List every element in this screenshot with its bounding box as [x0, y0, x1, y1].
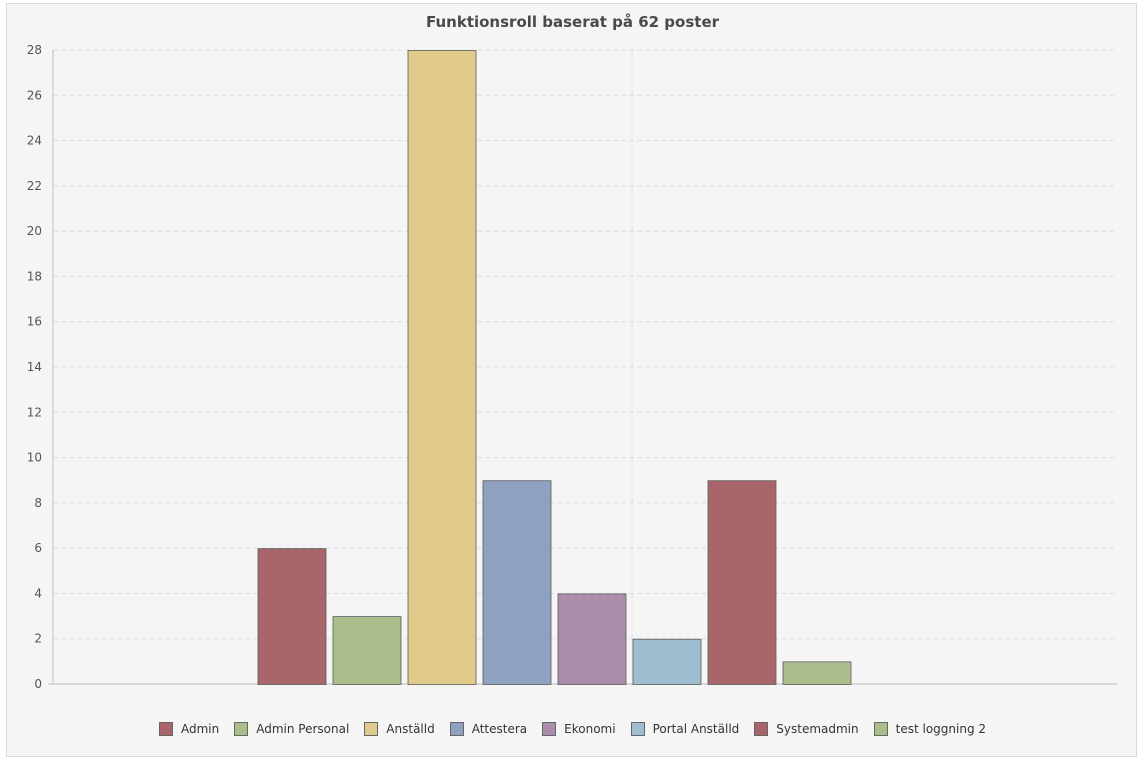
bar-systemadmin[interactable]: Systemadmin: 9 — [707, 480, 777, 685]
y-tick-label: 4 — [34, 586, 42, 600]
legend-swatch — [873, 722, 888, 736]
legend-item-attestera[interactable]: Attestera — [449, 722, 528, 736]
legend-swatch — [364, 722, 379, 736]
bar-attestera[interactable]: Attestera: 9 — [482, 480, 552, 685]
y-tick-label: 0 — [34, 677, 42, 691]
y-tick-label: 26 — [27, 88, 42, 102]
legend-label: Attestera — [471, 722, 528, 736]
legend-item-admin[interactable]: Admin — [158, 722, 220, 736]
legend-item-systemadmin[interactable]: Systemadmin — [754, 722, 859, 736]
legend-item-admin-personal[interactable]: Admin Personal — [234, 722, 349, 736]
bar-portal-anst-lld[interactable]: Portal Anställd: 2 — [632, 638, 702, 685]
legend-item-test-loggning-2[interactable]: test loggning 2 — [873, 722, 987, 736]
legend-label: Portal Anställd — [652, 722, 740, 736]
legend-swatch — [234, 722, 249, 736]
legend-label: test loggning 2 — [895, 722, 987, 736]
legend-label: Admin — [180, 722, 220, 736]
chart-legend: Admin Admin Personal Anställd Attestera Ekon… — [7, 722, 1138, 736]
legend-swatch — [542, 722, 557, 736]
legend-label: Ekonomi — [564, 722, 616, 736]
bar-admin[interactable]: Admin: 6 — [257, 548, 327, 685]
y-tick-label: 24 — [27, 134, 42, 148]
legend-item-anst-lld[interactable]: Anställd — [364, 722, 435, 736]
legend-swatch — [754, 722, 769, 736]
y-tick-label: 10 — [27, 451, 42, 465]
y-tick-label: 16 — [27, 315, 42, 329]
bar-admin-personal[interactable]: Admin Personal: 3 — [332, 616, 402, 685]
bar-test-loggning-2[interactable]: test loggning 2: 1 — [782, 661, 852, 685]
y-tick-label: 28 — [27, 43, 42, 57]
y-tick-label: 12 — [27, 405, 42, 419]
chart-title: Funktionsroll baserat på 62 poster — [425, 13, 720, 31]
legend-label: Anställd — [386, 722, 435, 736]
legend-label: Admin Personal — [256, 722, 350, 736]
bar-ekonomi[interactable]: Ekonomi: 4 — [557, 593, 627, 685]
y-tick-label: 20 — [27, 224, 42, 238]
y-tick-label: 2 — [34, 632, 42, 646]
legend-item-ekonomi[interactable]: Ekonomi — [542, 722, 616, 736]
y-tick-label: 6 — [34, 541, 42, 555]
y-tick-label: 22 — [27, 179, 42, 193]
bar-anst-lld[interactable]: Anställd: 28 — [407, 50, 477, 685]
y-tick-label: 8 — [34, 496, 42, 510]
y-tick-label: 18 — [27, 269, 42, 283]
legend-item-portal-anst-lld[interactable]: Portal Anställd — [630, 722, 740, 736]
legend-swatch — [449, 722, 464, 736]
legend-swatch — [630, 722, 645, 736]
bars: Admin: 6Admin Personal: 3Anställd: 28Att… — [257, 50, 852, 685]
y-tick-label: 14 — [27, 360, 42, 374]
legend-label: Systemadmin — [776, 722, 859, 736]
legend-swatch — [158, 722, 173, 736]
